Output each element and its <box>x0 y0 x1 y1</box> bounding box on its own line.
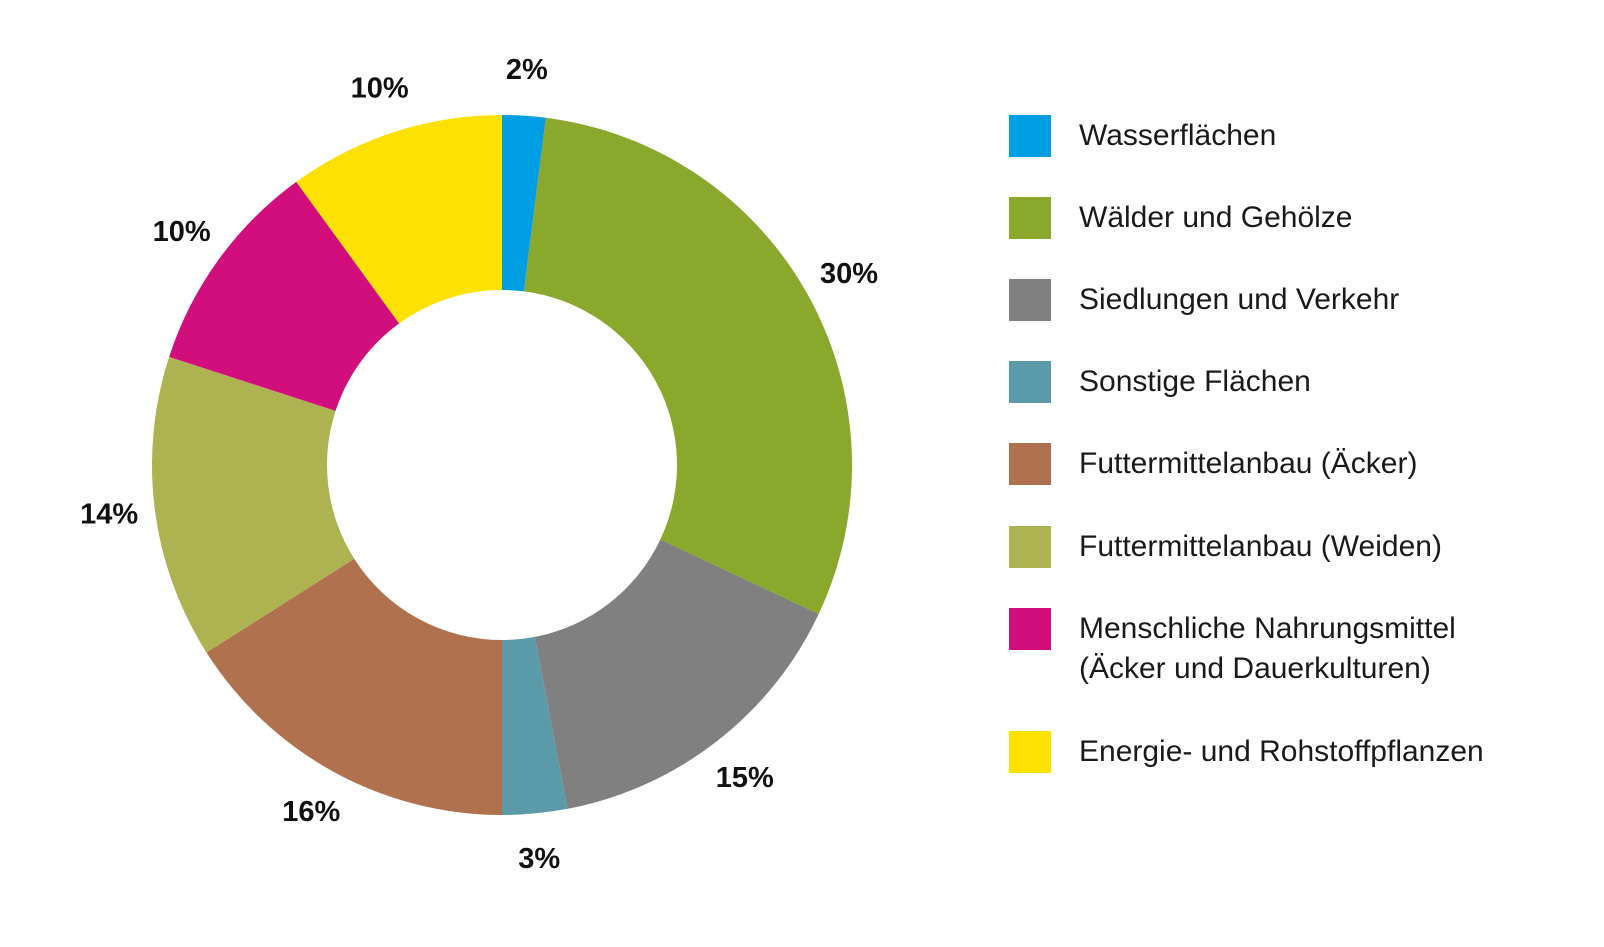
legend-label: Energie- und Rohstoffpflanzen <box>1079 735 1484 768</box>
legend-item: Menschliche Nahrungsmittel (Äcker und Da… <box>1009 608 1456 689</box>
slice-wasserflaechen <box>502 115 546 292</box>
legend-swatch <box>1009 608 1051 650</box>
legend-swatch <box>1009 197 1051 239</box>
legend-item: Energie- und Rohstoffpflanzen <box>1009 731 1484 773</box>
data-label-siedlungen-und-verkehr: 15% <box>716 762 774 794</box>
slice-sonstige-flaechen <box>502 636 568 815</box>
data-label-sonstige-flaechen: 3% <box>518 843 560 875</box>
slice-futtermittelanbau-weiden <box>151 356 355 653</box>
data-label-energie-und-rohstoffpflanzen: 10% <box>351 72 409 104</box>
legend-item: Siedlungen und Verkehr <box>1009 279 1399 321</box>
slice-waelder-und-gehoelze <box>523 117 852 615</box>
legend-swatch <box>1009 279 1051 321</box>
legend-item: Futtermittelanbau (Äcker) <box>1009 443 1417 485</box>
legend-item: Futtermittelanbau (Weiden) <box>1009 526 1442 568</box>
legend-label: Menschliche Nahrungsmittel (Äcker und Da… <box>1079 612 1456 685</box>
legend-swatch <box>1009 526 1051 568</box>
legend-label: Sonstige Flächen <box>1079 365 1311 398</box>
legend-swatch <box>1009 731 1051 773</box>
legend-swatch <box>1009 361 1051 403</box>
chart-legend: Wasserflächen Wälder und Gehölze Siedlunge… <box>1009 0 1589 947</box>
data-label-waelder-und-gehoelze: 30% <box>820 258 878 290</box>
data-label-futtermittelanbau-weiden: 14% <box>80 499 138 531</box>
legend-label: Futtermittelanbau (Weiden) <box>1079 530 1442 563</box>
donut-chart: 2% 30% 15% 3% 16% 14% 10% 10% <box>80 54 878 875</box>
legend-label: Wälder und Gehölze <box>1079 201 1353 234</box>
legend-item: Wasserflächen <box>1009 115 1276 157</box>
legend-swatch <box>1009 115 1051 157</box>
legend-item: Wälder und Gehölze <box>1009 197 1353 239</box>
data-label-menschliche-nahrungsmittel-aecker-und-dauerkulturen: 10% <box>153 216 211 248</box>
legend-item: Sonstige Flächen <box>1009 361 1311 403</box>
slice-futtermittelanbau-aecker <box>206 558 502 815</box>
legend-label: Futtermittelanbau (Äcker) <box>1079 447 1418 480</box>
data-label-futtermittelanbau-aecker: 16% <box>282 796 340 828</box>
data-label-wasserflaechen: 2% <box>506 54 548 86</box>
legend-label: Siedlungen und Verkehr <box>1079 283 1400 316</box>
legend-swatch <box>1009 443 1051 485</box>
legend-label: Wasserflächen <box>1079 119 1277 152</box>
slice-siedlungen-und-verkehr <box>534 539 819 809</box>
slice-menschliche-nahrungsmittel-aecker-und-dauerkulturen <box>169 181 400 411</box>
slice-energie-und-rohstoffpflanzen <box>296 115 502 324</box>
